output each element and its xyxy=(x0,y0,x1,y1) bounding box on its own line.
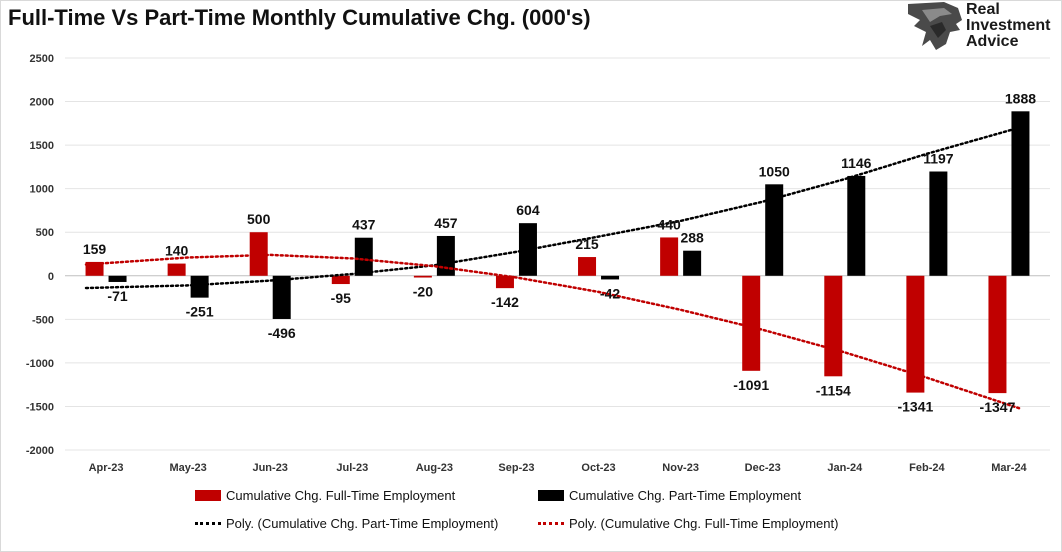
x-tick-label: Feb-24 xyxy=(909,462,945,474)
legend-label-part-time: Cumulative Chg. Part-Time Employment xyxy=(569,488,802,503)
legend-item-poly-full-time: Poly. (Cumulative Chg. Full-Time Employm… xyxy=(538,516,838,531)
data-label: 1050 xyxy=(759,163,790,179)
bar-part-time xyxy=(190,275,209,298)
y-tick-label: 2000 xyxy=(30,97,54,109)
trendline-full-time xyxy=(84,253,1021,410)
data-label: -1154 xyxy=(816,382,851,398)
bar-part-time xyxy=(1011,111,1030,276)
eagle-head-icon xyxy=(908,2,962,50)
data-label: 440 xyxy=(657,216,681,232)
data-label: -20 xyxy=(413,284,433,300)
trendline-part-time xyxy=(84,126,1021,290)
x-tick-label: Dec-23 xyxy=(745,462,781,474)
legend-swatch-poly-part-time xyxy=(195,522,221,525)
chart-title: Full-Time Vs Part-Time Monthly Cumulativ… xyxy=(8,5,591,30)
y-tick-label: 1000 xyxy=(30,184,54,196)
data-label: 1197 xyxy=(923,151,954,167)
bar-part-time xyxy=(601,275,620,280)
y-tick-label: 2500 xyxy=(30,53,54,65)
data-label: 604 xyxy=(516,202,540,218)
legend-item-full-time: Cumulative Chg. Full-Time Employment xyxy=(195,488,455,503)
bar-full-time xyxy=(988,275,1007,394)
bar-full-time xyxy=(742,275,761,371)
x-tick-label: Sep-23 xyxy=(498,462,534,474)
legend-swatch-full-time xyxy=(195,490,221,501)
bar-full-time xyxy=(824,275,843,377)
legend-label-full-time: Cumulative Chg. Full-Time Employment xyxy=(226,488,456,503)
bar-part-time xyxy=(683,250,702,276)
legend-swatch-part-time xyxy=(538,490,564,501)
data-label: 215 xyxy=(575,236,599,252)
x-tick-label: Aug-23 xyxy=(416,462,453,474)
data-label: 1146 xyxy=(841,155,872,171)
x-axis-ticks: Apr-23 May-23 Jun-23 Jul-23 Aug-23 Sep-23 Oct-… xyxy=(89,462,1028,474)
data-label: 159 xyxy=(83,241,107,257)
x-tick-label: Jan-24 xyxy=(827,462,863,474)
data-label: -95 xyxy=(331,290,351,306)
x-tick-label: Nov-23 xyxy=(662,462,699,474)
legend-item-part-time: Cumulative Chg. Part-Time Employment xyxy=(538,488,801,503)
bar-part-time xyxy=(272,275,291,319)
logo-line-2: Investment xyxy=(966,17,1051,34)
data-label: -1341 xyxy=(897,399,933,415)
logo-text: Real Investment Advice xyxy=(966,2,1050,50)
y-tick-label: 500 xyxy=(36,227,54,239)
chart-plot: -2000-1500-1000-50005001000150020002500 … xyxy=(26,53,1050,474)
bar-part-time xyxy=(929,171,948,276)
bar-part-time xyxy=(108,275,127,282)
data-labels: 159 140 500 -95 -20 -142 215 440 -1091 -1154 -1341… xyxy=(83,90,1036,415)
bar-full-time xyxy=(167,263,186,276)
legend-swatch-poly-full-time xyxy=(538,522,564,525)
y-tick-label: -2000 xyxy=(26,445,54,457)
data-label: 288 xyxy=(680,230,704,246)
data-label: -496 xyxy=(268,325,296,341)
bar-full-time xyxy=(906,275,925,393)
legend-label-poly-full-time: Poly. (Cumulative Chg. Full-Time Employm… xyxy=(569,516,839,531)
y-tick-label: -500 xyxy=(32,314,54,326)
data-label: -1347 xyxy=(980,399,1016,415)
legend-item-poly-part-time: Poly. (Cumulative Chg. Part-Time Employm… xyxy=(195,516,498,531)
data-label: 500 xyxy=(247,211,271,227)
data-label: -251 xyxy=(186,304,214,320)
gridlines xyxy=(65,57,1050,451)
bar-part-time xyxy=(847,175,866,276)
y-tick-label: 1500 xyxy=(30,140,54,152)
bar-part-time xyxy=(436,235,455,276)
trendlines xyxy=(84,126,1021,410)
y-axis-ticks: -2000 -1500 -1000 -500 0 500 1000 1500 2000 2500 xyxy=(26,53,54,457)
x-tick-label: Mar-24 xyxy=(991,462,1027,474)
x-tick-label: Jun-23 xyxy=(252,462,287,474)
bar-full-time xyxy=(578,257,597,276)
legend-label-poly-part-time: Poly. (Cumulative Chg. Part-Time Employm… xyxy=(226,516,499,531)
bar-full-time xyxy=(331,275,350,285)
legend: Cumulative Chg. Full-Time Employment Cum… xyxy=(0,480,1062,540)
x-tick-label: Oct-23 xyxy=(581,462,615,474)
data-label: -1091 xyxy=(733,377,769,393)
bar-full-time xyxy=(249,232,268,276)
data-label: 437 xyxy=(352,217,376,233)
logo-line-3: Advice xyxy=(966,33,1019,50)
y-tick-label: -1500 xyxy=(26,401,54,413)
bar-part-time xyxy=(354,237,373,276)
bar-full-time xyxy=(413,275,432,278)
data-label: -42 xyxy=(600,285,620,301)
logo-line-1: Real xyxy=(966,1,1000,18)
data-label: -142 xyxy=(491,294,519,310)
data-label: 140 xyxy=(165,243,189,259)
bar-full-time xyxy=(85,261,104,276)
y-tick-label: 0 xyxy=(48,271,54,283)
x-tick-label: May-23 xyxy=(169,462,206,474)
data-label: -71 xyxy=(107,288,127,304)
data-label: 1888 xyxy=(1005,90,1036,106)
bars xyxy=(85,111,1030,394)
x-tick-label: Apr-23 xyxy=(89,462,124,474)
x-tick-label: Jul-23 xyxy=(336,462,368,474)
y-tick-label: -1000 xyxy=(26,358,54,370)
bar-full-time xyxy=(660,237,679,276)
data-label: 457 xyxy=(434,215,458,231)
bar-part-time xyxy=(765,184,784,276)
bar-full-time xyxy=(495,275,514,289)
